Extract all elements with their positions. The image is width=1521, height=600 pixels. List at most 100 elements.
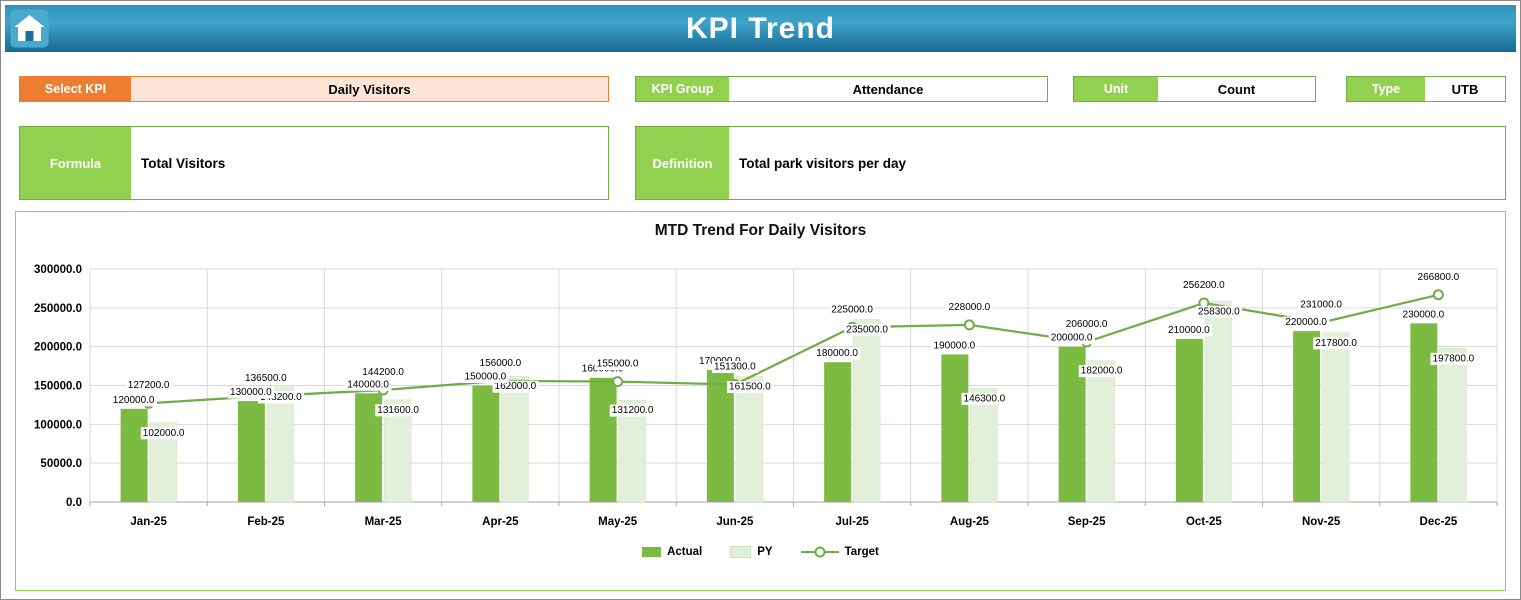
y-axis-tick-label: 300000.0: [34, 264, 82, 276]
legend-actual-label: Actual: [667, 546, 703, 558]
home-button[interactable]: [9, 8, 50, 49]
x-axis-category-label: Nov-25: [1302, 516, 1341, 528]
data-label-bg: [228, 386, 275, 399]
data-label-bg: [140, 427, 187, 440]
actual-bar: [589, 377, 617, 502]
type-field: Type UTB: [1346, 76, 1506, 102]
type-label: Type: [1347, 77, 1425, 101]
py-bar: [1087, 360, 1115, 503]
data-label-bg: [1181, 279, 1228, 292]
py-bar: [852, 319, 881, 503]
y-axis-tick-label: 150000.0: [34, 381, 82, 393]
actual-bar: [1175, 338, 1203, 502]
target-point: [612, 376, 624, 388]
type-value: UTB: [1425, 77, 1505, 101]
legend-item-py: PY: [730, 546, 773, 558]
py-data-label: 161500.0: [729, 382, 771, 393]
x-axis-category-label: Mar-25: [365, 516, 403, 528]
select-kpi-value[interactable]: Daily Visitors: [131, 77, 608, 101]
target-data-label: 225000.0: [831, 304, 873, 315]
data-label-bg: [931, 339, 978, 352]
py-data-label: 162000.0: [495, 381, 537, 392]
unit-field: Unit Count: [1073, 76, 1316, 102]
legend-target-marker: [814, 546, 826, 558]
data-label-bg: [1415, 271, 1462, 284]
actual-data-label: 200000.0: [1051, 333, 1093, 344]
py-bar: [1321, 332, 1350, 503]
data-label-bg: [1298, 299, 1345, 312]
data-label-bg: [477, 357, 524, 370]
target-data-label: 144200.0: [362, 367, 404, 378]
py-bar: [266, 386, 295, 503]
select-kpi-label: Select KPI: [20, 77, 131, 101]
data-label-bg: [492, 380, 539, 393]
actual-data-label: 140000.0: [347, 379, 389, 390]
chart-panel: MTD Trend For Daily Visitors 0.0 50000.0 1…: [15, 211, 1506, 591]
target-data-label: 151300.0: [714, 361, 756, 372]
actual-bar: [824, 362, 852, 502]
actual-bar: [941, 354, 969, 502]
formula-panel: Formula Total Visitors: [19, 126, 609, 200]
actual-data-label: 150000.0: [465, 372, 507, 383]
data-label-bg: [1313, 337, 1360, 350]
data-label-bg: [375, 404, 422, 417]
legend-actual-swatch: [642, 547, 662, 557]
py-bar: [501, 375, 529, 503]
target-data-label: 228000.0: [949, 302, 991, 313]
py-data-label: 131600.0: [377, 405, 419, 416]
actual-data-label: 210000.0: [1168, 325, 1210, 336]
data-label-bg: [125, 379, 172, 392]
actual-bar: [472, 385, 500, 502]
target-data-label: 256200.0: [1183, 280, 1225, 291]
x-axis-category-label: Feb-25: [247, 516, 285, 528]
data-label-bg: [1196, 305, 1243, 318]
x-axis-category-label: Aug-25: [950, 516, 990, 528]
data-label-bg: [243, 372, 290, 385]
data-label-bg: [110, 394, 157, 407]
y-axis-tick-label: 0.0: [66, 497, 82, 509]
data-label-bg: [1048, 332, 1095, 345]
chart-legend: Actual PY Target: [16, 546, 1505, 558]
data-label-bg: [1283, 316, 1330, 329]
data-label-bg: [1400, 308, 1447, 321]
target-point: [963, 319, 975, 331]
data-label-bg: [961, 392, 1008, 405]
y-axis-tick-label: 50000.0: [40, 458, 82, 470]
actual-bar: [1410, 323, 1438, 502]
actual-bar: [1293, 331, 1321, 502]
kpi-group-field: KPI Group Attendance: [635, 76, 1048, 102]
data-label-bg: [360, 366, 407, 379]
y-axis-tick-label: 200000.0: [34, 342, 82, 354]
definition-label: Definition: [636, 127, 729, 199]
actual-data-label: 130000.0: [230, 387, 272, 398]
actual-data-label: 220000.0: [1285, 317, 1327, 328]
py-bar: [970, 388, 998, 503]
data-label-bg: [946, 301, 993, 314]
kpi-group-label: KPI Group: [636, 77, 729, 101]
unit-value: Count: [1158, 77, 1315, 101]
y-axis-tick-label: 100000.0: [34, 419, 82, 431]
target-data-label: 266800.0: [1418, 272, 1460, 283]
py-data-label: 102000.0: [143, 428, 185, 439]
data-label-bg: [1430, 352, 1477, 365]
chart-title: MTD Trend For Daily Visitors: [654, 222, 867, 239]
select-kpi-field: Select KPI Daily Visitors: [19, 76, 609, 102]
x-axis-category-label: Jul-25: [836, 516, 870, 528]
data-label-bg: [462, 371, 509, 383]
x-axis-category-label: Oct-25: [1186, 516, 1222, 528]
data-label-bg: [345, 378, 392, 391]
actual-data-label: 120000.0: [113, 395, 155, 406]
actual-bar: [237, 401, 265, 502]
unit-label: Unit: [1074, 77, 1158, 101]
data-label-bg: [844, 323, 891, 336]
actual-data-label: 180000.0: [816, 348, 858, 359]
data-label-bg: [727, 381, 774, 394]
x-axis-category-label: Apr-25: [482, 516, 519, 528]
data-label-bg: [609, 404, 656, 417]
data-label-bg: [1166, 324, 1213, 337]
target-data-label: 156000.0: [480, 358, 522, 369]
actual-data-label: 190000.0: [934, 340, 976, 351]
py-data-label: 148200.0: [260, 392, 302, 403]
y-axis-tick-label: 250000.0: [34, 303, 82, 315]
